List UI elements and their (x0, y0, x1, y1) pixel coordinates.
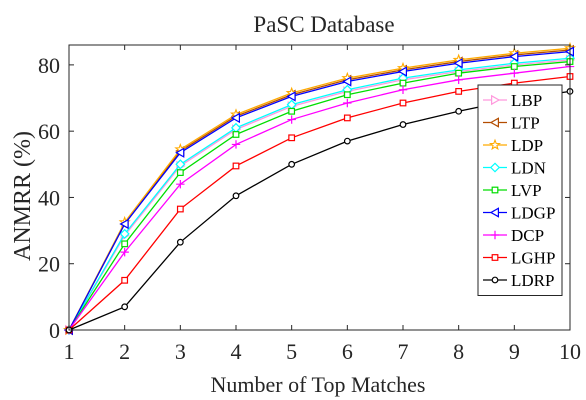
data-point-ldrp (455, 107, 463, 115)
x-tick-label: 4 (231, 339, 242, 364)
legend-marker (488, 138, 502, 151)
x-axis-label: Number of Top Matches (211, 372, 426, 397)
data-point-ldn (119, 228, 130, 239)
legend-marker (491, 254, 499, 261)
legend-marker (491, 94, 501, 106)
y-axis-label: ANMRR (%) (10, 131, 36, 261)
series-line-ldgp (68, 50, 571, 331)
data-point-lvp (176, 169, 184, 176)
data-point-dcp (510, 68, 519, 78)
data-point-lvp (288, 107, 296, 115)
series-line-lbp (68, 59, 571, 331)
x-tick-label: 10 (559, 339, 581, 364)
legend-item-ldp: LDP (483, 136, 543, 155)
y-tick-label: 20 (38, 252, 60, 277)
series-line-ldn (68, 57, 571, 331)
legend-label: LDN (511, 159, 546, 178)
data-point-lghp (121, 276, 129, 284)
y-tick-label: 80 (38, 53, 60, 78)
legend-label: DCP (511, 226, 544, 245)
y-tick-label: 40 (38, 185, 60, 210)
legend-label: LDGP (511, 204, 555, 223)
legend-item-lghp: LGHP (483, 249, 555, 268)
series-line-ldp (68, 47, 571, 331)
data-point-ldrp (176, 238, 184, 246)
data-point-ldgp (397, 66, 407, 77)
data-point-lvp (510, 63, 518, 70)
data-point-ldgp (509, 51, 519, 62)
legend-label: LDP (511, 136, 543, 155)
legend-label: LBP (511, 91, 542, 110)
legend-item-lvp: LVP (483, 181, 542, 200)
x-tick-label: 8 (453, 339, 464, 364)
y-tick-label: 60 (38, 119, 60, 144)
data-point-lghp (232, 162, 240, 170)
legend-item-ldrp: LDRP (483, 271, 554, 290)
data-point-ldgp (286, 91, 296, 102)
legend-item-ldgp: LDGP (483, 204, 555, 223)
x-tick-label: 7 (398, 339, 409, 364)
data-point-lvp (121, 240, 129, 248)
data-point-lghp (343, 114, 351, 122)
legend-item-ldn: LDN (483, 159, 546, 178)
data-point-dcp (343, 98, 352, 108)
data-point-ldrp (232, 192, 240, 200)
data-point-dcp (287, 115, 296, 124)
x-tick-label: 6 (342, 339, 353, 364)
series-line-dcp (68, 65, 571, 331)
legend-label: LVP (511, 181, 542, 200)
legend-label: LGHP (511, 249, 555, 268)
legend-marker (490, 230, 500, 240)
data-point-ldgp (175, 147, 185, 158)
axes-layer: 1 2 3 4 5 6 7 8 9 10 0 20 40 60 80 (38, 44, 581, 364)
data-point-dcp (120, 247, 129, 257)
legend-marker (489, 117, 499, 128)
data-point-lghp (176, 205, 184, 213)
data-point-ldrp (288, 160, 296, 168)
data-point-ldrp (121, 303, 129, 311)
legend-label: LTP (511, 114, 540, 133)
legend-item-ltp: LTP (483, 114, 540, 133)
data-point-lvp (343, 91, 351, 99)
legend-marker (489, 207, 499, 218)
data-point-ldrp (399, 121, 407, 128)
data-point-ldrp (343, 137, 351, 145)
chart-title: PaSC Database (253, 12, 394, 37)
data-point-ldgp (453, 57, 463, 69)
legend-item-lbp: LBP (483, 91, 542, 110)
data-point-ldgp (119, 218, 129, 230)
series-line-lvp (68, 60, 571, 331)
data-point-dcp (454, 75, 463, 84)
series-lvp (65, 58, 574, 334)
x-tick-label: 5 (286, 339, 297, 364)
legend-label: LDRP (511, 271, 554, 290)
data-point-lghp (399, 99, 407, 107)
data-point-lghp (455, 87, 463, 95)
y-tick-label: 0 (49, 318, 60, 343)
data-point-ldgp (230, 112, 240, 124)
legend-marker (489, 162, 501, 173)
x-tick-label: 1 (64, 339, 75, 364)
x-tick-label: 9 (509, 339, 520, 364)
legend: LBP LTP LDP LDN LVP LDGP DCP LGHP LDRP (477, 84, 563, 296)
data-point-lvp (399, 79, 407, 87)
data-point-lvp (455, 69, 463, 77)
legend-item-dcp: DCP (483, 226, 544, 245)
data-point-ldn (175, 159, 186, 170)
data-point-dcp (176, 179, 185, 189)
x-tick-label: 2 (119, 339, 130, 364)
plot-frame (68, 44, 571, 331)
x-tick-label: 3 (175, 339, 186, 364)
legend-marker (491, 186, 499, 194)
data-point-dcp (231, 140, 241, 149)
data-point-lvp (232, 131, 240, 138)
data-point-ldgp (342, 76, 352, 87)
data-point-dcp (398, 85, 408, 94)
legend-marker (491, 276, 499, 284)
data-point-lghp (288, 134, 296, 142)
